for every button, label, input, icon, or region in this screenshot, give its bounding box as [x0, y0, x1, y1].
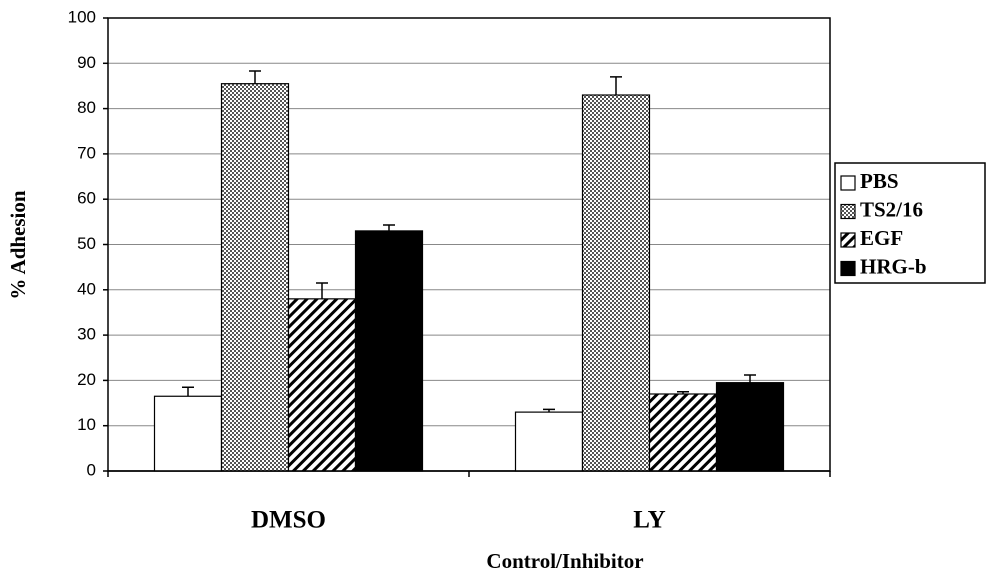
y-tick-label: 70 — [77, 143, 96, 162]
bar — [715, 382, 785, 472]
y-tick-label: 80 — [77, 98, 96, 117]
legend-label: HRG-b — [860, 254, 927, 278]
error-bar — [744, 374, 756, 383]
bar — [354, 230, 424, 472]
bar — [514, 411, 584, 472]
legend-label: EGF — [860, 226, 903, 250]
y-tick-label: 30 — [77, 325, 96, 344]
error-bar — [677, 390, 689, 394]
y-tick-label: 10 — [77, 415, 96, 434]
bar — [153, 395, 223, 472]
error-bar — [383, 224, 395, 231]
bar — [220, 83, 290, 472]
y-axis-label: % Adhesion — [6, 190, 30, 299]
bar — [581, 94, 651, 472]
x-axis-label: Control/Inhibitor — [486, 549, 643, 573]
legend-label: TS2/16 — [860, 197, 923, 221]
x-tick-label: LY — [633, 507, 665, 534]
y-tick-label: 0 — [87, 460, 96, 479]
legend-swatch — [840, 203, 856, 220]
error-bar — [610, 76, 622, 96]
legend-swatch — [840, 260, 856, 277]
bar — [287, 298, 357, 472]
y-tick-label: 100 — [68, 7, 96, 26]
error-bar — [543, 408, 555, 413]
error-bar — [316, 282, 328, 299]
x-tick-label: DMSO — [251, 507, 326, 534]
legend-label: PBS — [860, 169, 899, 193]
y-tick-label: 50 — [77, 234, 96, 253]
legend-swatch — [840, 232, 856, 248]
legend-box — [834, 162, 986, 284]
error-bar — [249, 70, 261, 84]
bar — [648, 393, 718, 472]
y-tick-label: 40 — [77, 279, 96, 298]
y-tick-label: 60 — [77, 189, 96, 208]
y-tick-label: 20 — [77, 370, 96, 389]
y-tick-label: 90 — [77, 53, 96, 72]
legend-swatch — [840, 175, 856, 191]
error-bar — [182, 386, 194, 397]
